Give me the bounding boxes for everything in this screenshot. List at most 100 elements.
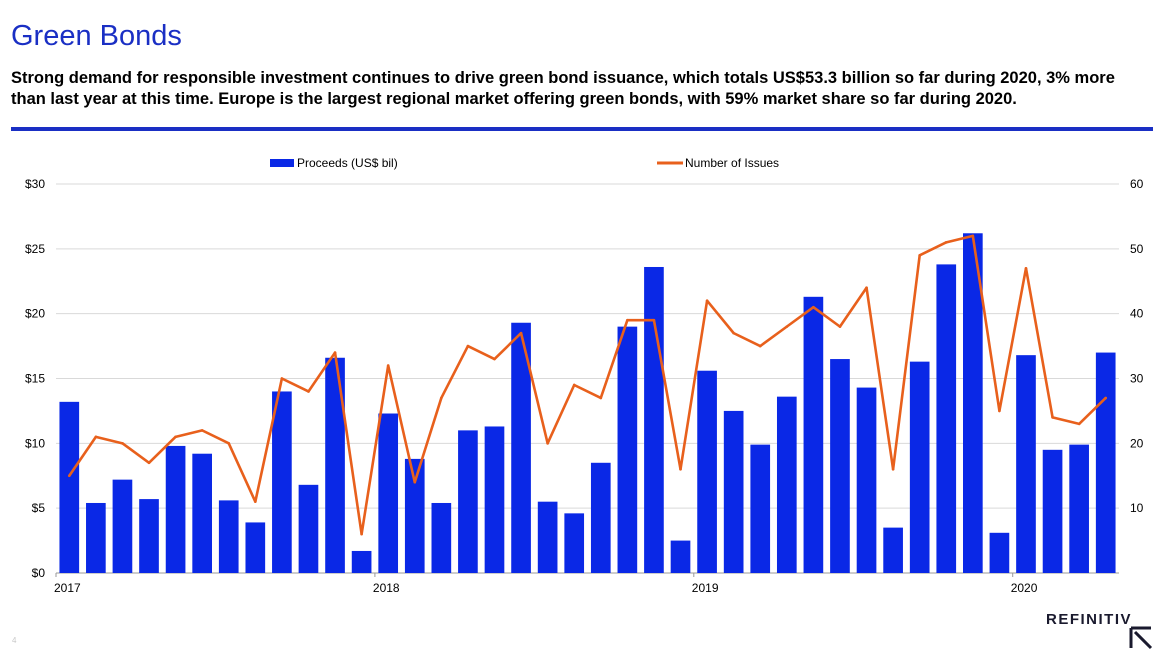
issues-line bbox=[67, 234, 1108, 536]
issues-point bbox=[572, 383, 576, 387]
issues-point bbox=[652, 318, 656, 322]
y-right-tick-label: 10 bbox=[1130, 501, 1144, 515]
bar bbox=[192, 453, 212, 573]
issues-series-line bbox=[68, 234, 1107, 536]
page-title: Green Bonds bbox=[11, 20, 182, 52]
refinitiv-logo: REFINITIV bbox=[1046, 611, 1133, 628]
bar bbox=[1095, 352, 1116, 573]
issues-point bbox=[147, 461, 151, 465]
bar bbox=[378, 413, 399, 573]
bar bbox=[431, 502, 452, 573]
issues-point bbox=[519, 331, 523, 335]
issues-point bbox=[466, 344, 470, 348]
legend-swatch-proceeds bbox=[270, 159, 294, 167]
bar bbox=[989, 532, 1010, 573]
y-left-tick-label: $20 bbox=[25, 307, 45, 321]
issues-point bbox=[94, 435, 98, 439]
issues-point bbox=[1051, 416, 1054, 419]
bar bbox=[644, 266, 664, 573]
gridlines bbox=[56, 183, 1119, 574]
issues-point bbox=[254, 500, 257, 503]
issues-point bbox=[333, 351, 337, 354]
issues-point bbox=[758, 344, 762, 348]
page-subtitle: Strong demand for responsible investment… bbox=[11, 69, 1115, 108]
bar bbox=[218, 500, 239, 573]
issues-point bbox=[918, 254, 921, 257]
issues-point bbox=[413, 480, 417, 484]
bar bbox=[139, 499, 159, 573]
issues-point bbox=[360, 532, 363, 536]
bar bbox=[112, 479, 133, 573]
bar bbox=[883, 527, 903, 573]
bar bbox=[750, 444, 771, 573]
y-left-tick-label: $10 bbox=[25, 436, 45, 450]
bar bbox=[776, 396, 797, 573]
y-right-tick-label: 40 bbox=[1130, 307, 1144, 321]
bar bbox=[909, 361, 930, 573]
y-right-tick-label: 20 bbox=[1130, 436, 1144, 450]
issues-point bbox=[998, 409, 1001, 413]
issues-point bbox=[200, 429, 204, 432]
issues-point bbox=[440, 396, 443, 400]
y-right-tick-label: 60 bbox=[1130, 177, 1144, 191]
y-left-tick-label: $30 bbox=[25, 177, 45, 191]
issues-point bbox=[732, 331, 735, 335]
x-tick-label: 2020 bbox=[1011, 581, 1038, 595]
bar bbox=[670, 540, 691, 573]
issues-point bbox=[1024, 266, 1028, 270]
issues-point bbox=[227, 442, 231, 445]
title-divider bbox=[11, 127, 1153, 131]
refinitiv-arrow-icon bbox=[1129, 626, 1153, 650]
bar bbox=[59, 401, 80, 573]
bar bbox=[245, 522, 266, 573]
issues-point bbox=[546, 442, 549, 445]
x-tick-label: 2019 bbox=[692, 581, 719, 595]
issues-point bbox=[891, 467, 895, 471]
issues-point bbox=[865, 286, 868, 290]
y-left-tick-label: $15 bbox=[25, 372, 45, 386]
issues-point bbox=[307, 390, 310, 393]
bar bbox=[165, 445, 186, 573]
bar bbox=[537, 501, 558, 573]
bar bbox=[590, 462, 611, 573]
bar bbox=[803, 296, 824, 573]
issues-point bbox=[705, 299, 709, 303]
legend-label-proceeds: Proceeds (US$ bil) bbox=[297, 156, 398, 170]
issues-point bbox=[174, 435, 177, 439]
bar bbox=[723, 410, 744, 573]
bar bbox=[86, 502, 106, 573]
issues-point bbox=[1104, 396, 1108, 400]
issues-point bbox=[280, 377, 284, 380]
issues-point bbox=[121, 442, 124, 445]
issues-point bbox=[679, 467, 682, 471]
x-tick-label: 2018 bbox=[373, 581, 400, 595]
issues-point bbox=[971, 234, 975, 238]
y-left-tick-label: $5 bbox=[32, 501, 46, 515]
bar bbox=[458, 430, 478, 573]
bar bbox=[697, 370, 717, 573]
page-number: 4 bbox=[12, 636, 17, 645]
issues-point bbox=[785, 325, 789, 328]
issues-point bbox=[599, 396, 603, 400]
legend: Proceeds (US$ bil) Number of Issues bbox=[270, 156, 779, 170]
bar bbox=[936, 264, 957, 573]
y-left-tick-label: $25 bbox=[25, 242, 45, 256]
issues-point bbox=[838, 325, 842, 328]
x-tick-label: 2017 bbox=[54, 581, 81, 595]
bar bbox=[484, 426, 505, 573]
bar bbox=[351, 550, 372, 573]
bar bbox=[963, 233, 983, 574]
proceeds-bars bbox=[59, 233, 1116, 574]
issues-point bbox=[812, 305, 815, 309]
bar bbox=[325, 357, 345, 573]
bar bbox=[1042, 449, 1063, 573]
bar bbox=[830, 359, 850, 573]
issues-point bbox=[493, 357, 496, 361]
bar bbox=[272, 391, 292, 573]
y-left-tick-label: $0 bbox=[32, 566, 46, 580]
axes: $0 $5 $10 $15 $20 $25 $30 10 20 30 40 50 60 2017 2018 2… bbox=[25, 177, 1144, 595]
issues-point bbox=[944, 241, 948, 244]
bar bbox=[1016, 355, 1036, 573]
bar bbox=[1069, 444, 1089, 573]
